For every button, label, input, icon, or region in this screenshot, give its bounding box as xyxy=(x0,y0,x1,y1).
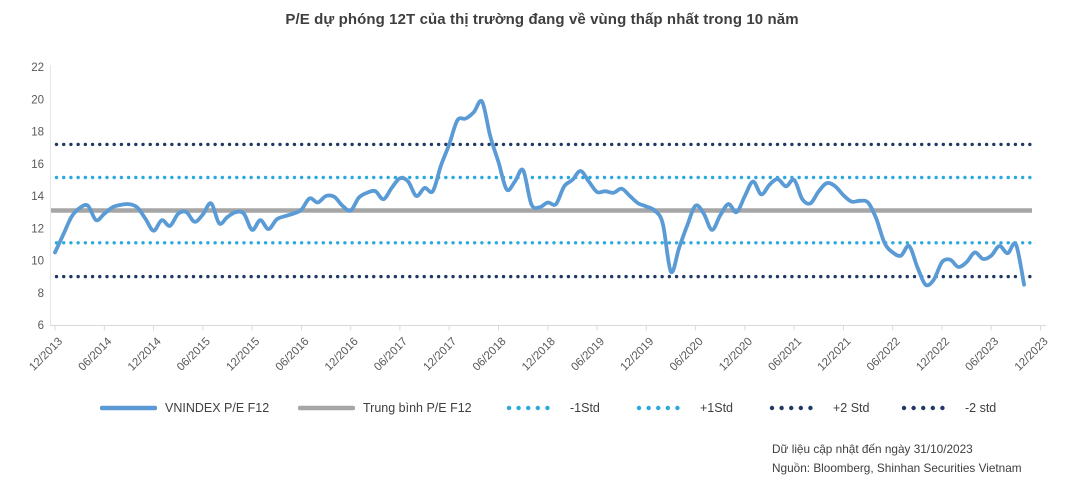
svg-text:12/2022: 12/2022 xyxy=(914,336,952,374)
svg-text:06/2019: 06/2019 xyxy=(569,336,607,374)
legend-label: VNINDEX P/E F12 xyxy=(165,401,270,415)
svg-text:12/2020: 12/2020 xyxy=(717,336,755,374)
line-marker-icon xyxy=(297,404,356,412)
y-axis-labels: 6 8 10 12 14 16 18 20 22 xyxy=(31,62,44,332)
legend-item-minus-2std: -2 std xyxy=(900,401,996,415)
svg-text:06/2018: 06/2018 xyxy=(471,336,509,374)
legend-item-vnindex-pe: VNINDEX P/E F12 xyxy=(99,401,270,415)
legend-item-minus-1std: -1Std xyxy=(505,401,600,415)
dots-marker-icon xyxy=(635,404,692,412)
legend-item-plus-1std: +1Std xyxy=(635,401,733,415)
svg-text:06/2020: 06/2020 xyxy=(668,336,706,374)
legend-label: -1Std xyxy=(570,401,600,415)
svg-text:12/2019: 12/2019 xyxy=(619,336,657,374)
svg-text:06/2014: 06/2014 xyxy=(77,335,115,373)
line-marker-icon xyxy=(99,404,158,412)
svg-text:12/2016: 12/2016 xyxy=(323,336,361,374)
legend-label: +1Std xyxy=(700,401,734,415)
x-axis-labels: 12/2013 06/2014 12/2014 06/2015 12/2015 06/20… xyxy=(27,325,1051,374)
svg-text:12/2014: 12/2014 xyxy=(126,335,164,373)
legend-label: -2 std xyxy=(965,401,997,415)
legend-label: Trung bình P/E F12 xyxy=(363,401,472,415)
data-updated-note: Dữ liệu cập nhật đến ngày 31/10/2023 xyxy=(772,442,973,456)
legend-label: +2 Std xyxy=(833,401,870,415)
series-line-vnindex-pe-f12 xyxy=(53,98,1026,288)
svg-text:22: 22 xyxy=(31,62,44,74)
svg-text:06/2015: 06/2015 xyxy=(175,336,213,374)
legend-item-mean-pe: Trung bình P/E F12 xyxy=(297,401,472,415)
legend-item-plus-2std: +2 Std xyxy=(768,401,870,415)
dots-marker-icon xyxy=(900,404,957,412)
svg-text:06/2021: 06/2021 xyxy=(766,336,804,374)
svg-text:12/2018: 12/2018 xyxy=(520,336,558,374)
svg-text:6: 6 xyxy=(38,320,44,332)
source-note: Nguồn: Bloomberg, Shinhan Securities Vie… xyxy=(772,461,1022,475)
chart-legend: VNINDEX P/E F12 Trung bình P/E F12 -1Std… xyxy=(0,401,1084,423)
svg-text:14: 14 xyxy=(31,191,44,203)
svg-text:06/2016: 06/2016 xyxy=(274,336,312,374)
svg-text:12/2023: 12/2023 xyxy=(1013,336,1051,374)
svg-text:8: 8 xyxy=(38,288,44,300)
svg-text:12/2015: 12/2015 xyxy=(224,336,262,374)
chart-title: P/E dự phóng 12T của thị trường đang về … xyxy=(285,11,799,28)
svg-text:12/2013: 12/2013 xyxy=(27,336,65,374)
svg-text:12/2021: 12/2021 xyxy=(816,336,854,374)
svg-text:06/2022: 06/2022 xyxy=(865,336,903,374)
chart-footnotes: Dữ liệu cập nhật đến ngày 31/10/2023 Ngu… xyxy=(772,440,1022,478)
svg-text:12: 12 xyxy=(31,223,44,235)
svg-text:18: 18 xyxy=(31,127,44,139)
svg-text:10: 10 xyxy=(31,256,44,268)
dots-marker-icon xyxy=(768,404,825,412)
svg-text:06/2017: 06/2017 xyxy=(372,336,410,374)
svg-text:20: 20 xyxy=(31,94,44,106)
axes xyxy=(50,65,1046,326)
svg-text:12/2017: 12/2017 xyxy=(421,336,459,374)
dots-marker-icon xyxy=(505,404,562,412)
svg-text:06/2023: 06/2023 xyxy=(963,336,1001,374)
svg-text:16: 16 xyxy=(31,159,44,171)
